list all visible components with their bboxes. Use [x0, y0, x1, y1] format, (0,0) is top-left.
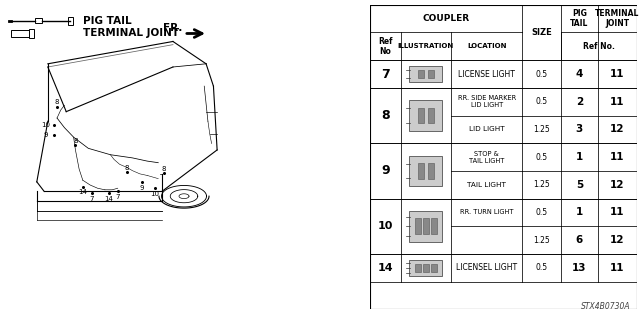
Text: 8: 8 — [161, 166, 166, 172]
Text: STX4B0730A: STX4B0730A — [580, 302, 630, 311]
Text: 13: 13 — [572, 263, 587, 273]
Text: 1.25: 1.25 — [533, 180, 550, 189]
Text: LOCATION: LOCATION — [467, 43, 506, 49]
FancyBboxPatch shape — [418, 108, 424, 123]
FancyBboxPatch shape — [428, 108, 434, 123]
Text: 9: 9 — [140, 185, 144, 191]
Text: 14: 14 — [78, 189, 87, 195]
FancyBboxPatch shape — [418, 163, 424, 179]
FancyBboxPatch shape — [68, 17, 73, 25]
FancyBboxPatch shape — [410, 156, 442, 186]
Text: Ref No.: Ref No. — [583, 42, 614, 51]
Text: 11: 11 — [610, 97, 625, 107]
Text: 11: 11 — [610, 152, 625, 162]
Text: 1: 1 — [576, 207, 583, 218]
Text: LICENSE LIGHT: LICENSE LIGHT — [458, 70, 515, 78]
Text: LICENSEL LIGHT: LICENSEL LIGHT — [456, 263, 517, 272]
Text: PIG
TAIL: PIG TAIL — [570, 9, 589, 28]
FancyBboxPatch shape — [415, 219, 421, 234]
Text: 6: 6 — [576, 235, 583, 245]
Text: TERMINAL
JOINT: TERMINAL JOINT — [595, 9, 639, 28]
FancyBboxPatch shape — [423, 219, 429, 234]
Text: Ref
No: Ref No — [378, 37, 392, 56]
Text: TERMINAL JOINT: TERMINAL JOINT — [83, 28, 179, 39]
FancyBboxPatch shape — [410, 66, 442, 82]
Text: 10: 10 — [150, 191, 159, 197]
FancyBboxPatch shape — [418, 70, 424, 78]
FancyBboxPatch shape — [423, 264, 429, 272]
Text: 11: 11 — [610, 263, 625, 273]
Text: 7: 7 — [90, 196, 94, 202]
Text: 1.25: 1.25 — [533, 236, 550, 245]
Text: 12: 12 — [610, 235, 625, 245]
Text: 0.5: 0.5 — [535, 152, 547, 162]
Text: 4: 4 — [576, 69, 583, 79]
Text: 7: 7 — [115, 194, 120, 200]
Text: STOP &
TAIL LIGHT: STOP & TAIL LIGHT — [469, 151, 504, 164]
Text: 7: 7 — [381, 68, 390, 80]
Text: 0.5: 0.5 — [535, 97, 547, 106]
Text: 14: 14 — [104, 196, 113, 202]
FancyBboxPatch shape — [29, 29, 34, 38]
FancyBboxPatch shape — [410, 260, 442, 276]
Text: 9: 9 — [43, 132, 47, 137]
Text: 11: 11 — [610, 207, 625, 218]
FancyBboxPatch shape — [431, 264, 436, 272]
Text: 2: 2 — [576, 97, 583, 107]
Text: 8: 8 — [381, 109, 390, 122]
Text: 11: 11 — [610, 69, 625, 79]
Text: 12: 12 — [610, 124, 625, 134]
FancyBboxPatch shape — [11, 30, 31, 37]
Text: 0.5: 0.5 — [535, 208, 547, 217]
FancyBboxPatch shape — [415, 264, 421, 272]
Text: 1.25: 1.25 — [533, 125, 550, 134]
Text: 8: 8 — [55, 99, 60, 105]
Text: 14: 14 — [378, 263, 393, 273]
Text: 10: 10 — [41, 122, 50, 128]
Text: COUPLER: COUPLER — [422, 14, 470, 23]
Text: SIZE: SIZE — [531, 28, 552, 37]
Text: 10: 10 — [378, 221, 393, 231]
Text: 8: 8 — [125, 166, 129, 171]
Text: ILLUSTRATION: ILLUSTRATION — [398, 43, 454, 49]
FancyBboxPatch shape — [410, 100, 442, 131]
Text: RR. SIDE MARKER
LID LIGHT: RR. SIDE MARKER LID LIGHT — [458, 95, 516, 108]
FancyBboxPatch shape — [35, 18, 42, 23]
FancyBboxPatch shape — [431, 219, 436, 234]
Text: 12: 12 — [610, 180, 625, 190]
Text: PIG TAIL: PIG TAIL — [83, 16, 131, 26]
Text: 9: 9 — [381, 165, 390, 177]
Text: 0.5: 0.5 — [535, 70, 547, 78]
Text: RR. TURN LIGHT: RR. TURN LIGHT — [460, 210, 513, 216]
FancyBboxPatch shape — [410, 211, 442, 242]
FancyBboxPatch shape — [428, 70, 434, 78]
Text: FR.: FR. — [163, 23, 182, 33]
Text: TAIL LIGHT: TAIL LIGHT — [467, 182, 506, 188]
Text: LID LIGHT: LID LIGHT — [469, 126, 504, 132]
Text: 1: 1 — [576, 152, 583, 162]
Text: 0.5: 0.5 — [535, 263, 547, 272]
Text: 3: 3 — [576, 124, 583, 134]
FancyBboxPatch shape — [428, 163, 434, 179]
Text: 5: 5 — [576, 180, 583, 190]
Text: 8: 8 — [73, 138, 77, 144]
